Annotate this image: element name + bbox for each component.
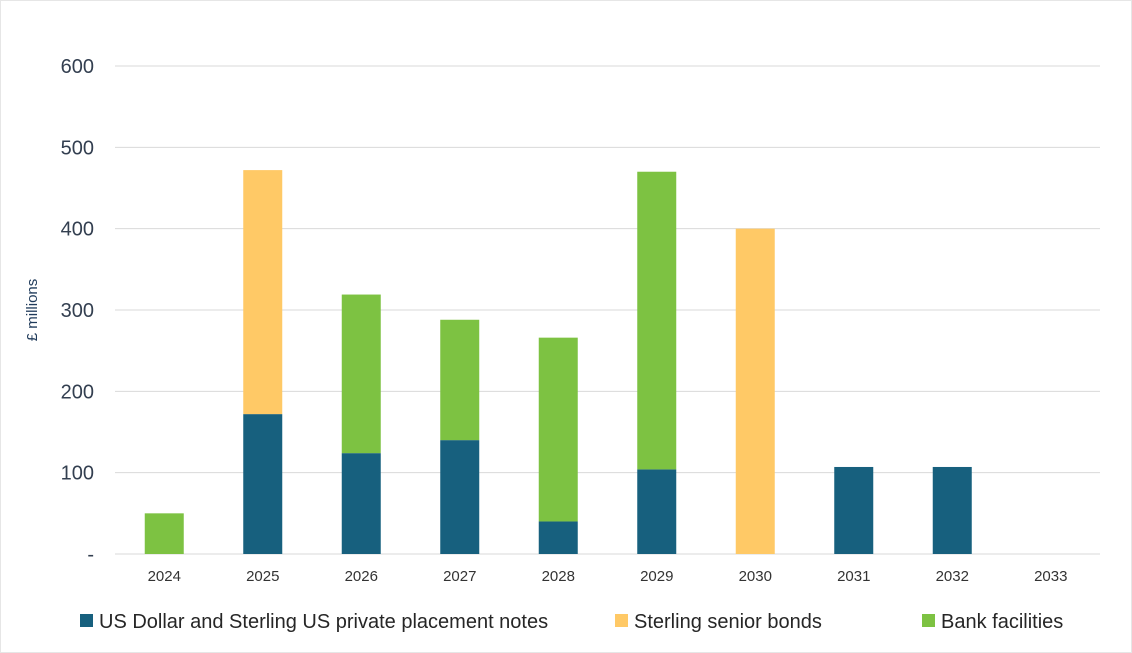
legend-label: US Dollar and Sterling US private placem… — [99, 611, 548, 633]
x-tick-label: 2025 — [246, 568, 279, 585]
y-tick-label: - — [87, 544, 94, 566]
bar-segment — [834, 466, 874, 554]
x-tick-label: 2027 — [443, 568, 476, 585]
bar-segment — [440, 440, 480, 554]
x-axis-ticks: 2024 2025 2026 2027 2028 2029 2030 2031 2032 2033 — [148, 568, 1068, 585]
x-tick-label: 2026 — [345, 568, 378, 585]
bar-segment — [538, 521, 578, 554]
x-tick-label: 2031 — [837, 568, 870, 585]
y-axis-label: £ millions — [24, 279, 41, 342]
legend-swatch — [80, 614, 93, 627]
bar-segment — [144, 513, 184, 554]
x-tick-label: 2024 — [148, 568, 181, 585]
y-tick-label: 400 — [61, 219, 94, 241]
legend: US Dollar and Sterling US private placem… — [80, 611, 1063, 633]
bars — [144, 170, 972, 554]
bar-segment — [932, 466, 972, 554]
bar-segment — [341, 453, 381, 554]
bar-segment — [341, 294, 381, 454]
y-tick-label: 300 — [61, 300, 94, 322]
y-tick-label: 500 — [61, 137, 94, 159]
y-tick-label: 100 — [61, 463, 94, 485]
y-axis-ticks: - 100 200 300 400 500 600 — [61, 56, 94, 566]
bar-segment — [440, 319, 480, 441]
bar-segment — [637, 469, 677, 554]
bar-segment — [735, 228, 775, 554]
legend-label: Sterling senior bonds — [634, 611, 822, 633]
bar-segment — [538, 337, 578, 522]
y-tick-label: 200 — [61, 381, 94, 403]
x-tick-label: 2032 — [936, 568, 969, 585]
x-tick-label: 2033 — [1034, 568, 1067, 585]
legend-swatch — [922, 614, 935, 627]
x-tick-label: 2029 — [640, 568, 673, 585]
legend-label: Bank facilities — [941, 611, 1063, 633]
y-tick-label: 600 — [61, 56, 94, 78]
x-tick-label: 2030 — [739, 568, 772, 585]
bar-segment — [637, 171, 677, 470]
bar-segment — [243, 170, 283, 415]
legend-swatch — [615, 614, 628, 627]
x-tick-label: 2028 — [542, 568, 575, 585]
bar-segment — [243, 414, 283, 554]
